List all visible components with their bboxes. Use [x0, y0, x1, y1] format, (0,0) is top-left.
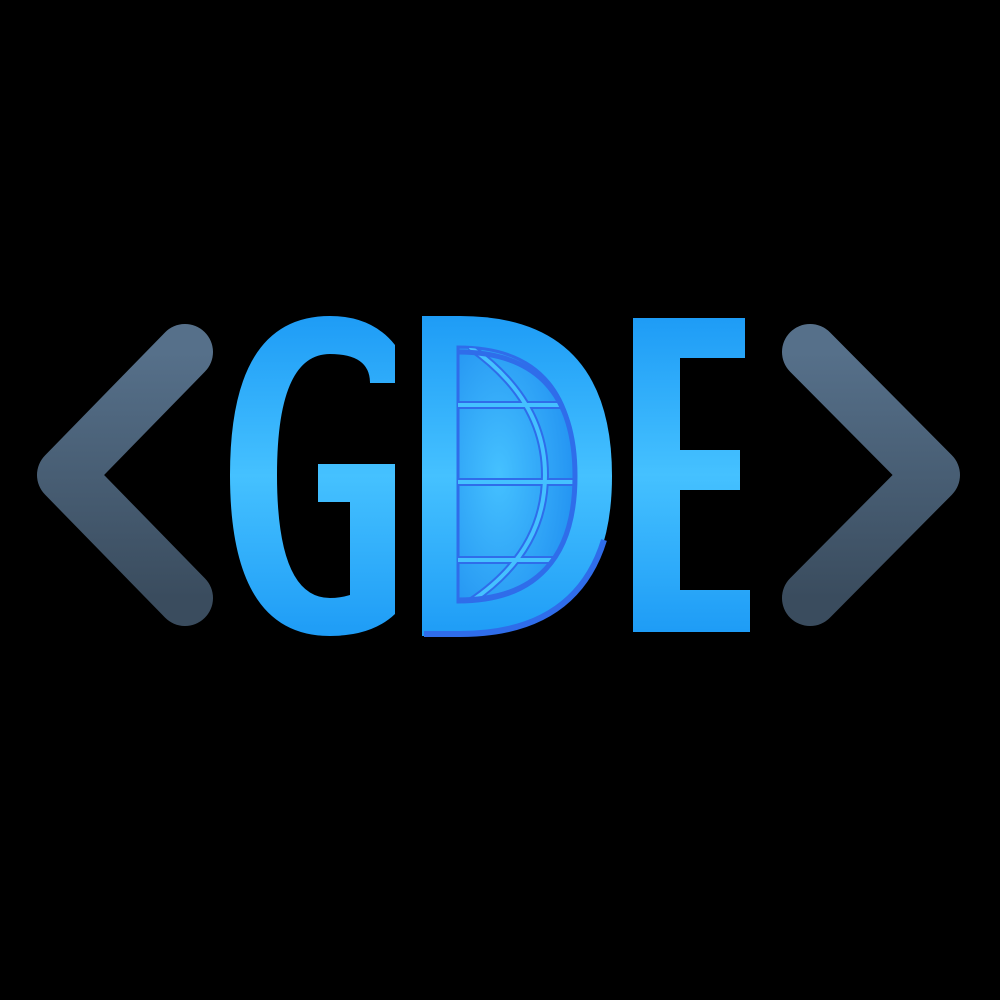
letter-e: [633, 318, 750, 632]
chevron-left-icon: [37, 324, 213, 626]
chevron-right-icon: [782, 324, 960, 626]
letter-d-globe: [422, 316, 612, 637]
letter-g: [230, 316, 395, 636]
